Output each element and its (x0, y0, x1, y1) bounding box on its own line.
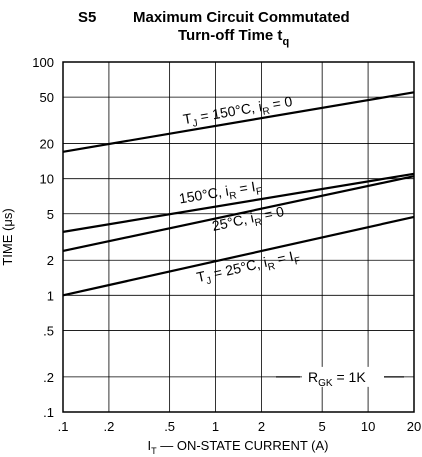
x-axis-label-text: IT — ON-STATE CURRENT (A) (147, 438, 328, 456)
y-tick-label: 2 (47, 253, 54, 268)
annotation-bg (302, 366, 384, 387)
annotation-text: RGK = 1K (308, 369, 366, 389)
y-tick-label: .5 (43, 323, 54, 338)
x-tick-label: 10 (361, 419, 375, 434)
x-tick-label: 1 (212, 419, 219, 434)
chart-title-line2: Turn-off Time tq (178, 27, 289, 48)
chart-title-line1: Maximum Circuit Commutated (133, 9, 350, 26)
series-line-3 (62, 215, 415, 297)
x-axis-label: IT — ON-STATE CURRENT (A) (147, 438, 328, 456)
x-tick-label: .2 (103, 419, 114, 434)
series-lines (62, 91, 415, 297)
y-tick-label: 50 (40, 90, 54, 105)
y-tick-label: .1 (43, 405, 54, 420)
plot-frame (62, 61, 415, 413)
series-line-2 (62, 175, 415, 253)
rgk-annotation: RGK = 1K (276, 366, 404, 389)
x-tick-label: 20 (407, 419, 421, 434)
figure-id: S5 (78, 9, 96, 26)
series-line-1 (62, 172, 415, 233)
y-tick-label: .2 (43, 370, 54, 385)
y-tick-label: 5 (47, 207, 54, 222)
y-tick-label: 100 (32, 55, 54, 70)
x-tick-label: .1 (58, 419, 69, 434)
tick-labels: .1 .2 .5 1 2 5 10 20 100 50 20 10 5 2 1 .5 .2 .1 (32, 55, 421, 434)
x-tick-label: 2 (258, 419, 265, 434)
y-tick-label: 1 (47, 288, 54, 303)
series-line-0 (62, 91, 415, 153)
x-tick-label: .5 (164, 419, 175, 434)
x-tick-label: 5 (319, 419, 326, 434)
y-tick-label: 20 (40, 137, 54, 152)
y-tick-label: 10 (40, 172, 54, 187)
y-axis-label: TIME (μs) (0, 208, 15, 265)
series-label-0: TJ = 150°C, iR = 0 (182, 93, 294, 131)
series-label-2: 25°C, iR = 0 (211, 203, 287, 238)
